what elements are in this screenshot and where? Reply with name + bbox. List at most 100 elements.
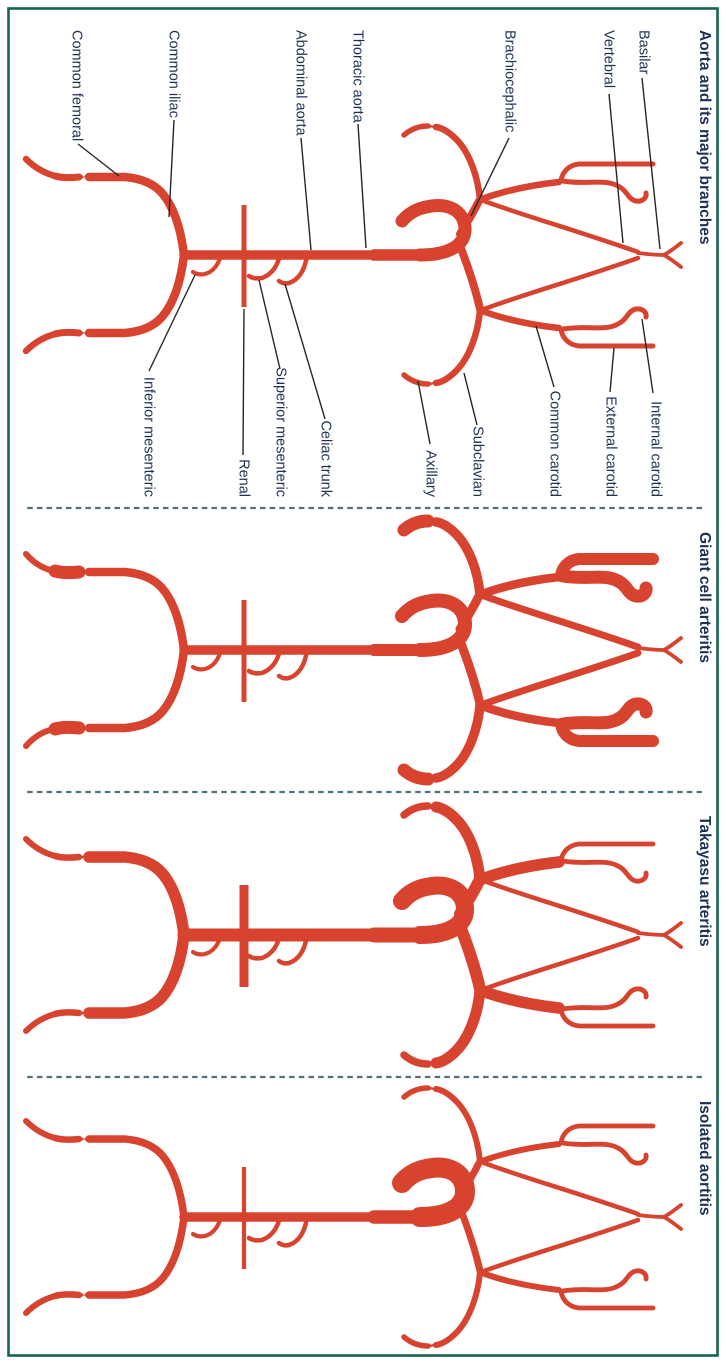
artery-internal_carotid-left — [560, 858, 649, 884]
artery-basilar-right — [662, 636, 683, 652]
leader-brachiocephalic — [470, 137, 510, 217]
artery-ima — [190, 932, 224, 957]
artery-iliac-right — [83, 929, 190, 1019]
artery-common_carotid-left — [478, 178, 563, 203]
label-renal: Renal — [235, 459, 252, 497]
artery-axillary-left — [400, 802, 432, 819]
artery-axillary-left — [401, 123, 431, 138]
artery-common_carotid-right — [479, 1270, 562, 1293]
artery-celiac — [276, 1214, 310, 1248]
artery-ima — [190, 252, 224, 277]
artery-iliac-right — [85, 1213, 188, 1299]
panel-title-isolated_aortitis: Isolated aortitis — [696, 1101, 713, 1216]
artery-axillary-right — [400, 1051, 432, 1068]
panel-title-giant_cell_arteritis: Giant cell arteritis — [696, 532, 713, 663]
artery-external_carotid-right — [558, 1006, 656, 1029]
artery-subclavian-right — [432, 306, 484, 387]
panel-tree-isolated_aortitis — [23, 1085, 683, 1349]
leader-inferior_mesenteric — [148, 274, 196, 372]
vessel-break-mark — [429, 804, 433, 808]
artery-basilar-left — [636, 251, 666, 257]
vessel-break-mark — [51, 727, 55, 731]
label-subclavian: Subclavian — [469, 426, 486, 497]
vessel-break-mark — [84, 331, 88, 335]
artery-trunk-left — [456, 1159, 483, 1200]
artery-axillary-right — [401, 372, 431, 387]
artery-femoral_stub-left — [51, 172, 83, 182]
artery-internal_carotid-left — [560, 1140, 649, 1166]
vessel-break-mark — [431, 125, 435, 129]
artery-vertebral-left — [481, 198, 641, 255]
leader-common_carotid — [535, 325, 555, 388]
leader-external_carotid — [609, 347, 615, 393]
artery-femoral_stub-left — [51, 1134, 83, 1143]
label-abdominal_aorta: Abdominal aorta — [292, 30, 309, 136]
artery-subclavian-left — [430, 801, 486, 886]
artery-common_carotid-left — [476, 856, 565, 885]
label-common_femoral: Common femoral — [68, 30, 85, 142]
vessel-break-mark — [431, 776, 435, 780]
vessel-break-mark — [429, 1062, 433, 1066]
artery-basilar-right — [662, 241, 683, 257]
artery-femoral_stub-right — [51, 328, 83, 338]
artery-celiac — [276, 647, 310, 681]
panel-title-takayasu_arteritis: Takayasu arteritis — [696, 816, 713, 947]
vessel-break-mark — [431, 1343, 435, 1347]
artery-internal_carotid-left — [560, 178, 649, 204]
artery-femoral_stub-left — [51, 852, 83, 861]
artery-basilar-right — [662, 1203, 683, 1219]
artery-arch — [393, 876, 474, 944]
artery-basilar-left — [636, 646, 666, 652]
artery-iliac-left — [84, 567, 189, 655]
vessel-break-mark — [429, 1086, 433, 1090]
artery-iliac-right — [84, 645, 189, 733]
artery-common_carotid-right — [477, 701, 564, 728]
artery-trunk-right — [455, 636, 485, 709]
artery-common_carotid-left — [479, 1141, 562, 1164]
leader-axillary — [417, 380, 431, 445]
artery-femoral_stub-right — [48, 720, 86, 736]
artery-iliac-left — [85, 1135, 188, 1221]
leader-celiac_trunk — [284, 283, 326, 420]
artery-femoral_stub-left — [48, 564, 86, 580]
artery-ima — [190, 647, 224, 672]
vessel-break-mark — [429, 124, 433, 128]
leader-subclavian — [463, 372, 478, 426]
leader-common_iliac — [168, 119, 175, 218]
artery-basilar-right — [662, 1215, 683, 1231]
vessel-break-mark — [84, 570, 88, 574]
artery-femoral_tail-left — [23, 836, 58, 859]
vessel-break-mark — [80, 855, 84, 859]
artery-vertebral-right — [480, 649, 642, 708]
vessel-break-mark — [84, 1137, 88, 1141]
artery-femoral_tail-right — [23, 1011, 58, 1034]
figure-border — [7, 7, 719, 1357]
label-internal_carotid: Internal carotid — [647, 401, 664, 497]
panel-tree-aorta_reference — [22, 123, 683, 387]
artery-arch — [392, 1157, 475, 1227]
artery-axillary-right — [397, 763, 435, 786]
leader-internal_carotid — [641, 318, 654, 394]
label-inferior_mesenteric: Inferior mesenteric — [140, 376, 157, 497]
artery-axillary-left — [401, 1085, 431, 1100]
artery-ima — [190, 1214, 224, 1239]
label-axillary: Axillary — [422, 450, 439, 497]
vessel-break-mark — [80, 175, 84, 179]
leader-common_femoral — [77, 143, 120, 177]
artery-arch — [395, 199, 472, 262]
vessel-break-mark — [429, 382, 433, 386]
artery-sma — [246, 252, 283, 281]
artery-sma — [246, 1214, 283, 1243]
artery-femoral_tail-right — [23, 1293, 58, 1316]
artery-femoral_stub-right — [51, 1009, 83, 1018]
vessel-break-mark — [84, 175, 88, 179]
artery-vertebral-left — [480, 592, 642, 651]
artery-subclavian-left — [433, 1086, 483, 1165]
artery-vertebral-left — [481, 878, 641, 935]
artery-subclavian-right — [430, 984, 486, 1069]
vessel-break-mark — [84, 855, 88, 859]
artery-basilar-left — [636, 931, 666, 937]
artery-femoral_tail-left — [22, 155, 59, 180]
